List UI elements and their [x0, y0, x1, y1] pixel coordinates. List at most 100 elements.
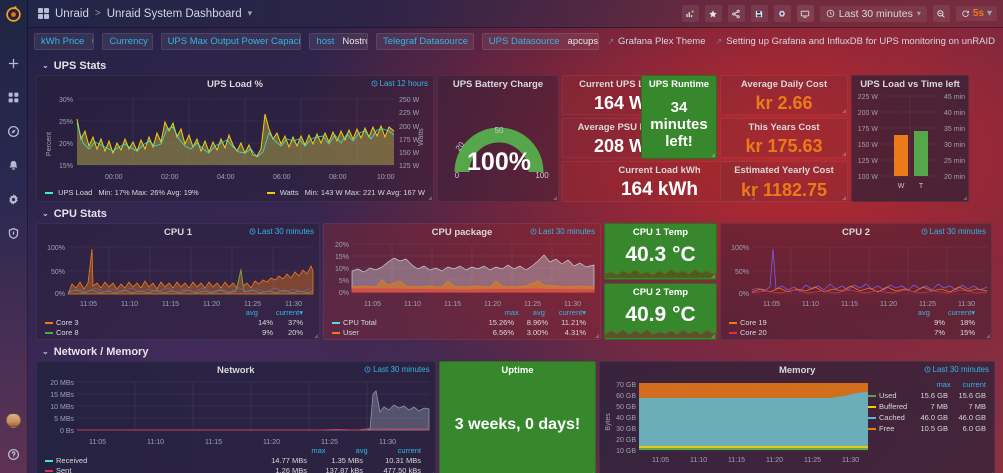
legend-col-max[interactable]: max [311, 446, 326, 455]
variable-label: UPS Max Output Power Capacity (Watt) [167, 35, 301, 47]
stat-value: 40.3 °C [625, 242, 696, 266]
variable-host[interactable]: host Nostromo▾ [309, 32, 368, 50]
legend-col-current[interactable]: current▾ [558, 308, 586, 317]
panel-uptime[interactable]: Uptime 3 weeks, 0 days! [438, 361, 597, 473]
panel-cpu1-temp[interactable]: CPU 1 Temp 40.3 °C [604, 223, 717, 280]
panel-cpu2-temp[interactable]: CPU 2 Temp 40.9 °C [604, 283, 717, 340]
panel-title: UPS Load vs Time left [860, 79, 960, 90]
legend-col-current[interactable]: current [397, 446, 421, 455]
legend-col-avg[interactable]: avg [532, 308, 545, 317]
panel-ups-load[interactable]: UPS Load % Last 12 hours 30% 25% 20% 15%… [36, 75, 434, 202]
legend-item-cpu-total[interactable]: CPU Total 15.26% 8.96% 11.21% [324, 317, 600, 327]
legend-col-avg[interactable]: avg [917, 308, 930, 317]
legend-col-max[interactable]: max [936, 380, 951, 389]
share-dashboard-button[interactable] [727, 5, 745, 22]
legend-item-core-20[interactable]: Core 20 7% 15% [721, 327, 991, 337]
svg-text:175 W: 175 W [399, 137, 420, 144]
row-header-network-memory[interactable]: ⌄ Network / Memory [42, 344, 995, 359]
legend-item-user[interactable]: User 6.56% 3.00% 4.31% [324, 327, 600, 337]
add-panel-button[interactable] [681, 5, 699, 22]
variable-telegraf-datasource[interactable]: Telegraf Datasource Telegraf▾ [376, 32, 474, 50]
legend-item-received[interactable]: Received 14.77 MBs 1.35 MBs 10.31 MBs [37, 455, 435, 465]
panel-cpu1[interactable]: CPU 1 Last 30 minutes 100% 50% 0% [36, 223, 320, 340]
sidebar-item-server-admin[interactable] [0, 220, 28, 246]
panel-resize-handle[interactable] [428, 196, 432, 200]
panel-estimated-yearly-cost[interactable]: Estimated Yearly Cost kr 1182.75 [720, 161, 848, 202]
panel-cpu2[interactable]: CPU 2 Last 30 minutes 100% 50% 0% [720, 223, 992, 340]
sidebar-item-explore[interactable] [0, 118, 28, 144]
row-title: UPS Stats [53, 59, 107, 72]
dashboard-link-ups-monitoring-guide[interactable]: ↗ Setting up Grafana and InfluxDB for UP… [716, 36, 996, 47]
legend-item-ups-load[interactable]: UPS Load Min: 17% Max: 26% Avg: 19% [45, 188, 199, 197]
legend-col-current[interactable]: current▾ [947, 308, 975, 317]
panel-resize-handle[interactable] [751, 196, 755, 200]
legend-col-max[interactable]: max [504, 308, 519, 317]
svg-text:11:20: 11:20 [484, 301, 501, 308]
legend-col-avg[interactable]: avg [245, 308, 258, 317]
legend-item-buffered[interactable]: Buffered 7 MB 7 MB [867, 400, 988, 411]
panel-resize-handle[interactable] [842, 152, 846, 156]
save-dashboard-button[interactable] [750, 5, 768, 22]
dashboard-toolbar: Unraid > Unraid System Dashboard ▾ [28, 0, 1003, 28]
variable-value[interactable]: Nostromo▾ [342, 35, 367, 47]
sidebar-item-alerting[interactable] [0, 152, 28, 178]
cycle-view-mode-button[interactable] [796, 5, 814, 22]
panel-resize-handle[interactable] [314, 334, 318, 338]
legend-col-current[interactable]: current [962, 380, 986, 389]
variable-value[interactable]: 0.65▾ [90, 36, 93, 47]
variable-ups-datasource[interactable]: UPS Datasource apcupsd-container▾ [481, 32, 600, 50]
panel-ups-load-vs-time-left[interactable]: UPS Load vs Time left 225 W 200 W 175 W … [851, 75, 969, 202]
legend-item-cached[interactable]: Cached 46.0 GB 46.0 GB [867, 411, 988, 422]
breadcrumb-home[interactable]: Unraid [55, 7, 89, 20]
variable-value[interactable]: apcupsd-container▾ [567, 35, 599, 47]
panel-resize-handle[interactable] [553, 196, 557, 200]
chevron-down-icon[interactable]: ▾ [247, 8, 253, 18]
refresh-interval-label: 5s [972, 8, 984, 19]
panel-average-daily-cost[interactable]: Average Daily Cost kr 2.66 [720, 75, 848, 115]
dashboard-link-grafana-plex-theme[interactable]: ↗ Grafana Plex Theme [607, 36, 705, 47]
panel-memory[interactable]: Memory Last 30 minutes 70 GB 60 GB 50 GB… [599, 361, 995, 473]
legend-item-core-8[interactable]: Core 8 9% 20% [37, 327, 319, 337]
legend-item-free[interactable]: Free 10.5 GB 6.0 GB [867, 422, 988, 433]
sidebar-item-dashboards[interactable] [0, 84, 28, 110]
variable-currency[interactable]: Currency kr▾ [102, 32, 153, 50]
panel-resize-handle[interactable] [711, 153, 715, 157]
panel-time-override: Last 30 minutes [921, 227, 986, 236]
panel-resize-handle[interactable] [842, 196, 846, 200]
breadcrumb-dashboard-title[interactable]: Unraid System Dashboard [106, 7, 242, 20]
legend-item-core-3[interactable]: Core 3 14% 37% [37, 317, 319, 327]
zoom-out-time-button[interactable] [932, 5, 950, 22]
refresh-picker[interactable]: 5s ▾ [955, 6, 997, 21]
legend-item-sent[interactable]: Sent 1.26 MBs 137.87 kBs 477.50 kBs [37, 465, 435, 473]
sidebar-item-configuration[interactable] [0, 186, 28, 212]
legend-item-used[interactable]: Used 15.6 GB 15.6 GB [867, 389, 988, 400]
legend-col-avg[interactable]: avg [355, 446, 368, 455]
row-header-cpu-stats[interactable]: ⌄ CPU Stats [42, 206, 995, 221]
sidebar-item-help[interactable] [0, 441, 28, 467]
sidebar-item-user-profile[interactable] [0, 407, 28, 433]
mark-favorite-button[interactable] [704, 5, 722, 22]
panel-resize-handle[interactable] [711, 334, 715, 338]
panel-resize-handle[interactable] [842, 109, 846, 113]
panel-resize-handle[interactable] [986, 334, 990, 338]
panel-network[interactable]: Network Last 30 minutes 20 MBs 15 MBs 10… [36, 361, 436, 473]
grafana-logo-icon[interactable] [0, 0, 28, 28]
dashboard-settings-button[interactable] [773, 5, 791, 22]
panel-cpu-package[interactable]: CPU package Last 30 minutes 20% 15% 10% … [323, 223, 601, 340]
panel-resize-handle[interactable] [595, 334, 599, 338]
variable-ups-max-output-power-capacity[interactable]: UPS Max Output Power Capacity (Watt) 865… [160, 32, 302, 50]
legend-item-watts[interactable]: Watts Min: 143 W Max: 221 W Avg: 167 W [266, 188, 425, 197]
legend-item-core-19[interactable]: Core 19 9% 18% [721, 317, 991, 327]
panel-ups-runtime[interactable]: UPS Runtime 34 minutes left! [641, 75, 717, 159]
stat-value: kr 1182.75 [740, 179, 828, 200]
time-range-picker[interactable]: Last 30 minutes ▾ [819, 5, 927, 22]
panel-this-years-cost[interactable]: This Years Cost kr 175.63 [720, 118, 848, 158]
panel-resize-handle[interactable] [963, 196, 967, 200]
legend-col-current[interactable]: current▾ [275, 308, 303, 317]
variable-kwh-price[interactable]: kWh Price 0.65▾ [34, 32, 95, 50]
panel-current-load-kwh[interactable]: Current Load kWh 164 kWh [562, 161, 757, 202]
sidebar-item-create[interactable] [0, 50, 28, 76]
panel-ups-battery-charge[interactable]: UPS Battery Charge 50 20 0 100 100% [437, 75, 559, 202]
row-header-ups-stats[interactable]: ⌄ UPS Stats [42, 58, 995, 73]
panel-resize-handle[interactable] [711, 274, 715, 278]
